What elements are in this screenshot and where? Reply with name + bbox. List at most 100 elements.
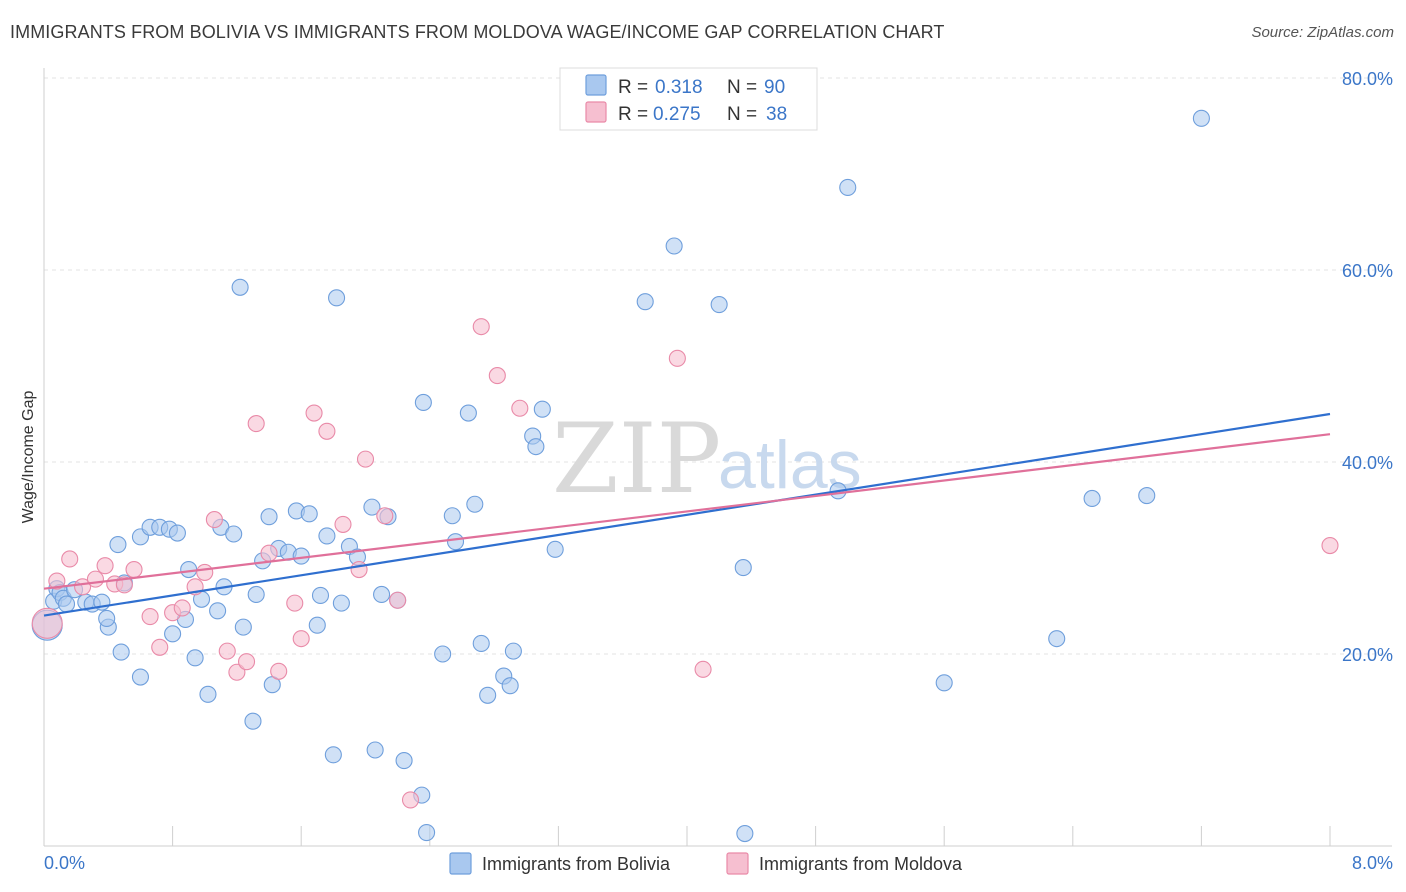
stats-n-label-moldova: N = <box>727 104 757 125</box>
data-point-moldova <box>305 404 323 422</box>
data-point-moldova <box>96 557 114 575</box>
data-point-bolivia <box>225 525 243 543</box>
data-point-bolivia <box>501 677 519 695</box>
source-attribution: Source: ZipAtlas.com <box>1251 24 1394 41</box>
data-point-moldova <box>125 560 143 579</box>
stats-r-value-bolivia: 0.318 <box>655 77 703 98</box>
data-point-moldova <box>205 511 223 529</box>
data-point-bolivia <box>1138 487 1156 505</box>
data-point-bolivia <box>209 602 227 620</box>
data-point-bolivia <box>533 400 551 418</box>
data-point-bolivia <box>324 746 342 764</box>
data-point-moldova <box>292 630 310 648</box>
stats-r-value-moldova: 0.275 <box>653 104 701 125</box>
data-point-bolivia <box>260 508 278 526</box>
data-point-moldova <box>350 560 368 579</box>
y-tick-label: 60.0% <box>1342 261 1393 281</box>
data-point-bolivia <box>446 533 465 551</box>
data-point-moldova <box>31 607 63 639</box>
data-point-bolivia <box>168 524 186 542</box>
y-tick-labels: 20.0% 40.0% 60.0% 80.0% <box>1342 69 1393 665</box>
data-point-bolivia <box>300 505 318 523</box>
stats-n-value-moldova: 38 <box>766 104 787 125</box>
data-point-moldova <box>218 642 236 660</box>
data-point-moldova <box>318 422 336 440</box>
data-point-bolivia <box>199 685 217 703</box>
data-point-bolivia <box>109 536 127 554</box>
data-point-bolivia <box>395 752 413 770</box>
trend-line-bolivia <box>43 412 1331 617</box>
data-point-moldova <box>48 572 66 590</box>
data-point-bolivia <box>366 741 384 759</box>
data-point-moldova <box>286 594 304 612</box>
legend: Immigrants from Bolivia Immigrants from … <box>449 852 963 875</box>
data-point-bolivia <box>418 824 436 842</box>
data-point-moldova <box>1321 536 1339 555</box>
data-point-bolivia <box>459 404 477 422</box>
stats-swatch-bolivia <box>585 74 607 96</box>
data-point-moldova <box>86 570 104 588</box>
data-point-bolivia <box>332 594 350 612</box>
data-point-bolivia <box>736 824 754 843</box>
data-point-bolivia <box>935 674 953 692</box>
data-point-moldova <box>151 638 169 656</box>
data-point-bolivia <box>112 643 130 661</box>
data-point-bolivia <box>1192 109 1210 127</box>
stats-n-value-bolivia: 90 <box>764 77 785 98</box>
data-point-moldova <box>488 367 506 385</box>
data-point-bolivia <box>131 668 149 686</box>
data-point-bolivia <box>472 634 490 652</box>
trend-lines <box>43 412 1331 617</box>
data-point-bolivia <box>1083 489 1101 508</box>
data-point-moldova <box>356 450 375 468</box>
data-point-bolivia <box>308 616 326 634</box>
data-point-bolivia <box>164 625 182 643</box>
legend-label-bolivia: Immigrants from Bolivia <box>482 854 671 874</box>
moldova-points <box>31 318 1339 809</box>
data-point-moldova <box>694 660 712 678</box>
y-tick-label: 40.0% <box>1342 453 1393 473</box>
data-point-bolivia <box>527 438 545 456</box>
bolivia-points <box>31 109 1210 843</box>
watermark-zip: ZIP <box>552 403 721 515</box>
data-point-bolivia <box>244 712 262 730</box>
x-tick-label-max: 8.0% <box>1352 853 1393 873</box>
data-point-moldova <box>237 653 256 671</box>
data-point-bolivia <box>363 498 381 516</box>
data-point-bolivia <box>57 595 76 613</box>
data-point-bolivia <box>318 527 336 545</box>
data-point-bolivia <box>710 296 728 314</box>
data-point-moldova <box>511 399 529 417</box>
data-point-moldova <box>334 515 352 533</box>
data-point-bolivia <box>98 609 116 628</box>
data-point-moldova <box>472 318 490 336</box>
data-point-bolivia <box>186 649 204 667</box>
data-point-bolivia <box>234 618 252 636</box>
data-point-moldova <box>115 576 133 594</box>
data-point-moldova <box>61 550 79 568</box>
chart-title: IMMIGRANTS FROM BOLIVIA VS IMMIGRANTS FR… <box>10 22 945 42</box>
data-point-bolivia <box>479 686 497 704</box>
legend-swatch-moldova <box>726 852 749 875</box>
stats-box: R = 0.318 N = 90 R = 0.275 N = 38 <box>559 67 818 131</box>
data-point-bolivia <box>546 540 564 558</box>
data-point-bolivia <box>414 393 432 412</box>
stats-swatch-moldova <box>585 101 607 123</box>
data-point-moldova <box>376 507 394 525</box>
legend-swatch-bolivia <box>449 852 472 875</box>
stats-r-label-moldova: R = <box>618 104 648 125</box>
data-point-bolivia <box>434 645 452 663</box>
data-point-bolivia <box>231 278 249 296</box>
data-point-bolivia <box>443 507 461 525</box>
data-point-moldova <box>260 544 278 562</box>
data-point-bolivia <box>636 293 654 311</box>
x-tick-marks <box>43 826 1331 846</box>
data-point-bolivia <box>247 585 265 604</box>
data-point-moldova <box>389 591 407 609</box>
data-point-moldova <box>401 791 420 809</box>
x-tick-label-min: 0.0% <box>44 853 85 873</box>
trend-line-moldova <box>43 433 1331 590</box>
data-point-moldova <box>228 663 246 681</box>
data-point-bolivia <box>180 560 198 579</box>
data-point-moldova <box>247 415 265 433</box>
